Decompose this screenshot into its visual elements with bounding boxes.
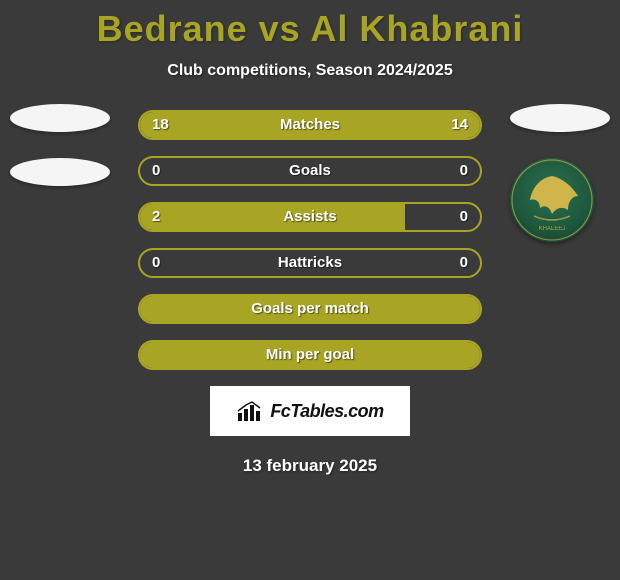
stat-value-right: 0 xyxy=(460,250,468,276)
stat-value-left: 0 xyxy=(152,158,160,184)
fctables-chart-icon xyxy=(236,399,264,423)
stat-value-right: 14 xyxy=(451,112,468,138)
right-player-badges: KHALEEJ xyxy=(510,104,610,242)
stat-label: Assists xyxy=(140,204,480,230)
stat-value-left: 2 xyxy=(152,204,160,230)
stat-label: Matches xyxy=(140,112,480,138)
stat-row-goals: Goals0 0 xyxy=(138,156,482,186)
stat-row-min-per-goal: Min per goal xyxy=(138,340,482,370)
svg-text:KHALEEJ: KHALEEJ xyxy=(539,226,566,232)
stat-value-left: 18 xyxy=(152,112,169,138)
stat-row-assists: Assists2 0 xyxy=(138,202,482,232)
comparison-panel: KHALEEJ Matches1814Goals00Assists20Hattr… xyxy=(0,110,620,370)
subtitle: Club competitions, Season 2024/2025 xyxy=(0,62,620,80)
right-player-photo-placeholder xyxy=(510,104,610,132)
stat-value-right: 0 xyxy=(460,158,468,184)
stat-value-left: 0 xyxy=(152,250,160,276)
left-player-badges xyxy=(10,104,110,212)
stat-label: Goals per match xyxy=(140,296,480,322)
club-crest-icon: KHALEEJ xyxy=(510,158,594,242)
left-player-photo-placeholder xyxy=(10,104,110,132)
page-title: Bedrane vs Al Khabrani xyxy=(0,0,620,50)
fctables-logo: FcTables.com xyxy=(210,386,410,436)
stat-row-goals-per-match: Goals per match xyxy=(138,294,482,324)
stat-value-right: 0 xyxy=(460,204,468,230)
stat-row-hattricks: Hattricks0 0 xyxy=(138,248,482,278)
stat-bars: Matches1814Goals00Assists20Hattricks00Go… xyxy=(138,110,482,370)
fctables-logo-text: FcTables.com xyxy=(270,401,383,422)
right-club-badge: KHALEEJ xyxy=(510,158,594,242)
stat-label: Goals xyxy=(140,158,480,184)
left-club-badge-placeholder xyxy=(10,158,110,186)
stat-label: Min per goal xyxy=(140,342,480,368)
snapshot-date: 13 february 2025 xyxy=(0,456,620,476)
stat-label: Hattricks xyxy=(140,250,480,276)
stat-row-matches: Matches18 14 xyxy=(138,110,482,140)
